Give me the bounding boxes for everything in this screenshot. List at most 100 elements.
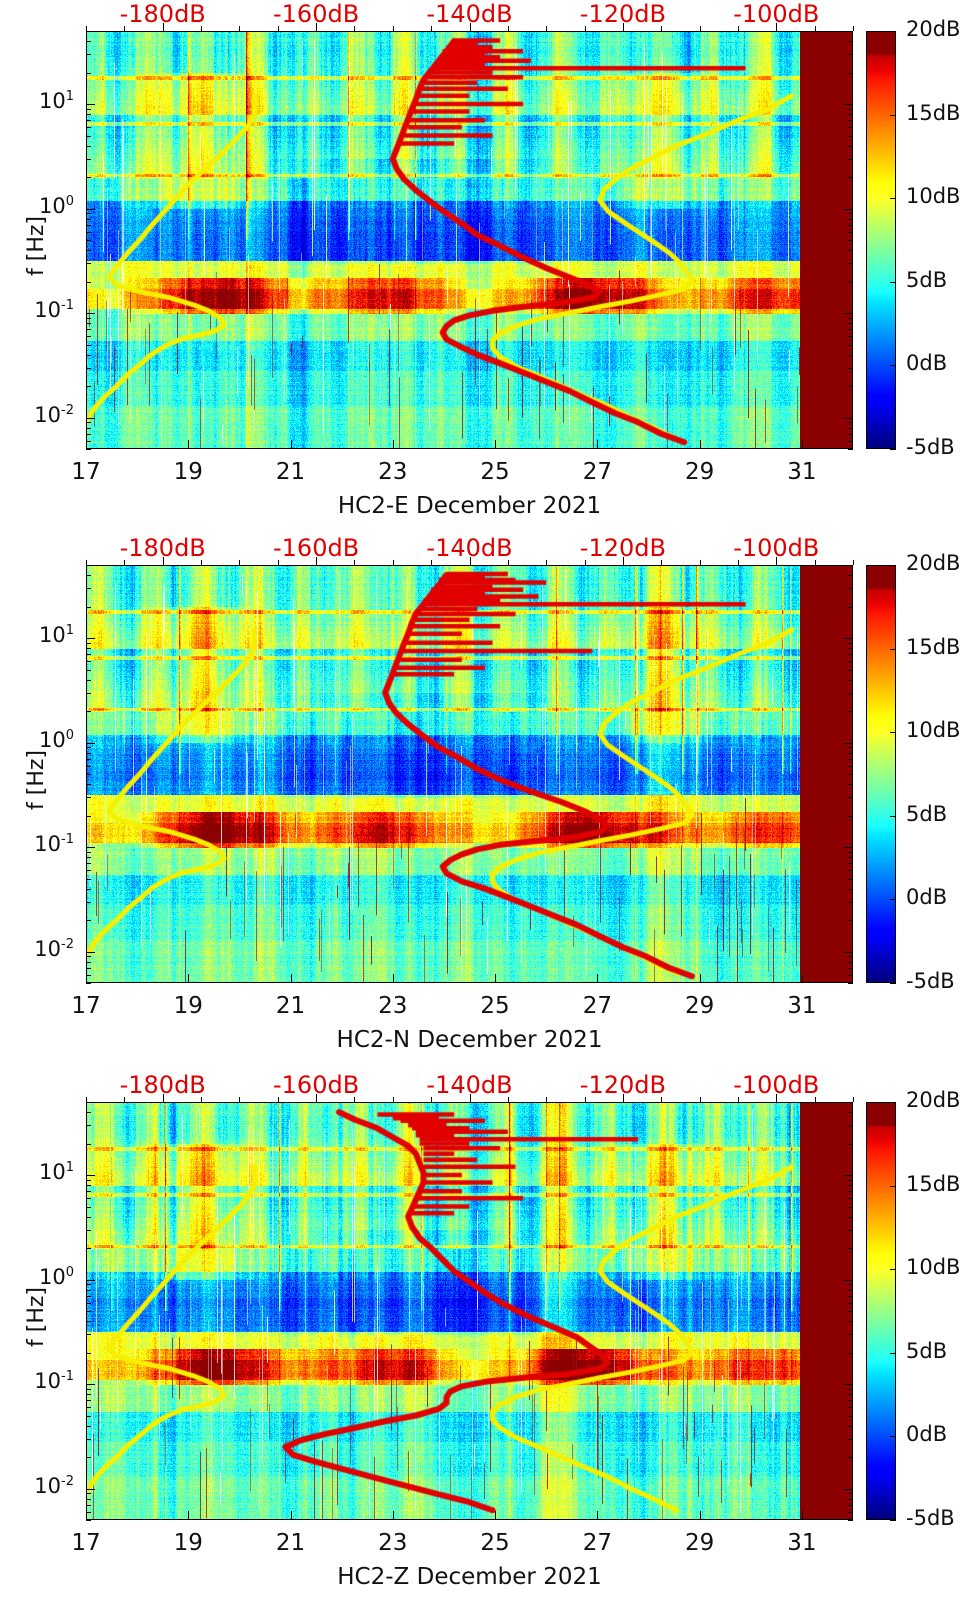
y-axis-tick xyxy=(86,774,91,775)
y-axis-tick xyxy=(848,692,853,694)
y-axis-tick xyxy=(86,313,95,315)
y-axis-tick xyxy=(86,878,91,880)
y-axis-tick xyxy=(86,114,91,116)
y-axis-tick xyxy=(848,54,853,56)
y-axis-tick xyxy=(86,974,91,976)
y-axis-tick xyxy=(86,263,91,265)
y-axis-tick xyxy=(844,951,853,953)
y-axis-tick xyxy=(86,367,91,369)
x-tick-label: 27 xyxy=(582,459,612,485)
y-axis-tick xyxy=(848,1511,853,1513)
y-axis-tick xyxy=(86,1185,91,1187)
y-axis-tick xyxy=(848,956,853,958)
colorbar xyxy=(866,565,896,983)
colorbar-tick-label: -5dB xyxy=(906,435,955,459)
y-tick-label: 10-2 xyxy=(34,402,74,427)
y-axis-tick xyxy=(848,1407,853,1409)
y-axis-tick xyxy=(86,1334,91,1336)
db-tick-label: -140dB xyxy=(426,534,513,562)
y-axis-tick xyxy=(86,1284,91,1286)
db-axis-tick xyxy=(239,560,241,565)
db-tick-label: -120dB xyxy=(579,534,666,562)
y-axis-tick xyxy=(848,213,853,215)
y-axis-tick xyxy=(848,422,853,424)
y-tick-label: 100 xyxy=(38,193,74,218)
y-axis-tick xyxy=(848,1143,853,1145)
db-tick-label: -180dB xyxy=(119,534,206,562)
x-axis-tick xyxy=(392,1511,394,1520)
y-axis-tick xyxy=(86,784,91,786)
y-axis-tick xyxy=(86,127,91,129)
colorbar-tick xyxy=(890,281,896,283)
colorbar-tick-label: 0dB xyxy=(906,1422,948,1447)
y-axis-tick xyxy=(844,104,853,106)
y-axis-tick xyxy=(86,329,91,331)
db-axis-tick xyxy=(584,26,586,31)
x-tick-label: 31 xyxy=(787,1530,817,1556)
x-axis-tick xyxy=(86,440,87,449)
y-tick-label: 101 xyxy=(38,623,74,648)
y-axis-tick xyxy=(848,177,853,179)
db-axis-tick xyxy=(201,560,203,565)
colorbar-tick-label: -5dB xyxy=(906,969,955,993)
y-axis-tick xyxy=(86,1321,91,1323)
db-axis-tick xyxy=(546,1097,548,1102)
db-tick-label: -120dB xyxy=(579,1071,666,1099)
panel-title-hc2-e: HC2-E December 2021 xyxy=(337,493,602,519)
colorbar-tick xyxy=(890,1352,896,1354)
db-axis-tick xyxy=(814,560,816,565)
db-axis-tick xyxy=(86,1097,87,1102)
db-tick-label: -100dB xyxy=(733,1071,820,1099)
db-axis-tick xyxy=(507,26,509,31)
colorbar-tick xyxy=(890,114,896,116)
y-axis-tick xyxy=(848,1185,853,1187)
db-axis-tick xyxy=(584,560,586,565)
db-axis-tick xyxy=(431,560,433,565)
x-tick-label: 31 xyxy=(787,459,817,485)
y-tick-label: 10-1 xyxy=(34,832,74,857)
db-tick-label: -160dB xyxy=(273,0,360,28)
y-axis-tick xyxy=(86,104,95,106)
y-axis-tick xyxy=(848,336,853,338)
y-axis-tick xyxy=(86,679,91,681)
y-axis-tick xyxy=(848,747,853,749)
y-axis-tick xyxy=(86,41,91,43)
y-axis-tick xyxy=(848,114,853,116)
colorbar-tick-label: 20dB xyxy=(906,551,961,575)
db-axis-tick xyxy=(661,560,663,565)
colorbar-tick xyxy=(890,449,896,450)
colorbar-tick xyxy=(890,1269,896,1271)
x-tick-label: 31 xyxy=(787,993,817,1019)
db-tick-label: -100dB xyxy=(733,534,820,562)
colorbar-tick-label: 15dB xyxy=(906,634,961,659)
y-axis-tick xyxy=(848,878,853,880)
y-axis-tick xyxy=(848,851,853,853)
colorbar-tick-label: 10dB xyxy=(906,1255,961,1280)
y-axis-tick xyxy=(848,1289,853,1291)
db-axis-tick xyxy=(546,560,548,565)
y-axis-tick xyxy=(844,742,853,744)
spectrogram-plot-hc2-e[interactable] xyxy=(86,31,853,449)
y-axis-tick xyxy=(86,354,91,356)
y-tick-label: 10-2 xyxy=(34,1473,74,1498)
db-axis-tick xyxy=(162,23,164,31)
y-axis-tick xyxy=(848,108,853,110)
spectrogram-plot-hc2-z[interactable] xyxy=(86,1102,853,1520)
y-axis-tick xyxy=(86,920,91,922)
y-axis-tick xyxy=(86,648,91,650)
db-axis-tick xyxy=(124,26,126,31)
spectrogram-plot-hc2-n[interactable] xyxy=(86,565,853,983)
y-axis-tick xyxy=(848,427,853,429)
y-axis-tick xyxy=(86,967,91,969)
y-axis-tick xyxy=(848,967,853,969)
y-axis-tick xyxy=(86,1504,91,1506)
y-axis-tick xyxy=(86,1112,91,1114)
y-axis-tick xyxy=(848,329,853,331)
x-tick-label: 19 xyxy=(173,459,203,485)
y-axis-tick xyxy=(848,386,853,388)
x-axis-tick xyxy=(597,974,599,983)
y-axis-tick xyxy=(848,1457,853,1459)
y-axis-tick xyxy=(86,638,95,640)
y-axis-tick xyxy=(86,765,91,767)
y-axis-tick xyxy=(86,31,91,32)
